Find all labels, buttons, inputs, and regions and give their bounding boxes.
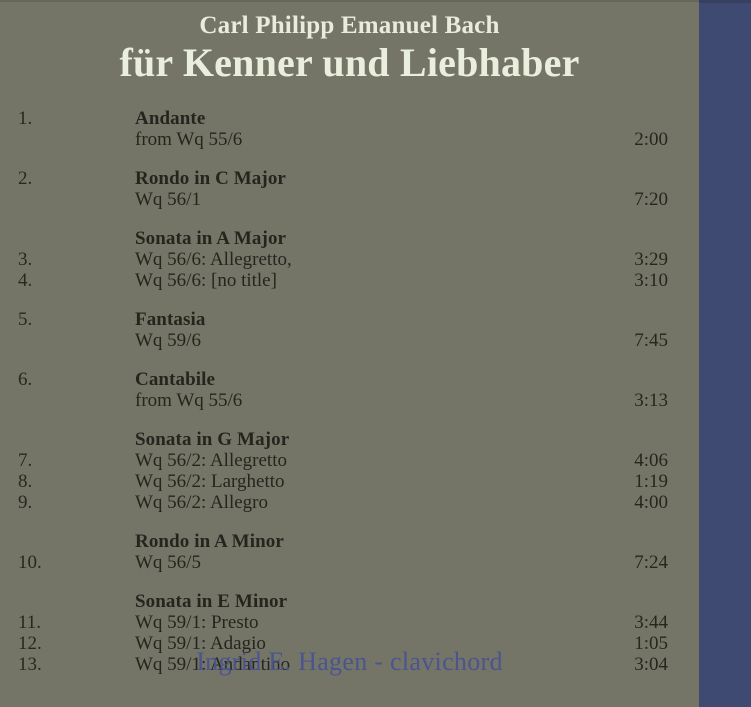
movement-title: Wq 56/1 bbox=[135, 189, 201, 210]
track-number: 13. bbox=[18, 654, 42, 675]
track-row[interactable]: 3. Wq 56/6: Allegretto, 3:29 bbox=[0, 249, 699, 270]
work-title: Fantasia bbox=[135, 309, 206, 330]
track-row[interactable]: from Wq 55/6 2:00 bbox=[0, 129, 699, 150]
track-number: 10. bbox=[18, 552, 42, 573]
track-row[interactable]: 11. Wq 59/1: Presto 3:44 bbox=[0, 612, 699, 633]
group-spacer bbox=[0, 411, 699, 429]
track-row[interactable]: Wq 59/6 7:45 bbox=[0, 330, 699, 351]
movement-title: Wq 59/6 bbox=[135, 330, 201, 351]
track-number: 3. bbox=[18, 249, 33, 270]
album-title: für Kenner und Liebhaber bbox=[119, 39, 580, 85]
group-spacer bbox=[0, 150, 699, 168]
work-title: Andante bbox=[135, 108, 206, 129]
composer-name: Carl Philipp Emanuel Bach bbox=[199, 12, 500, 39]
track-row[interactable]: 12. Wq 59/1: Adagio 1:05 bbox=[0, 633, 699, 654]
track-duration: 3:29 bbox=[634, 249, 668, 270]
track-row[interactable]: 6. Cantabile bbox=[0, 369, 699, 390]
track-number: 5. bbox=[18, 309, 33, 330]
track-duration: 7:20 bbox=[634, 189, 668, 210]
tracklist: 1. Andante from Wq 55/6 2:00 2. Rondo in C Ma… bbox=[0, 108, 699, 675]
work-group: Rondo in A Minor 10. Wq 56/5 7:24 bbox=[0, 531, 699, 573]
right-band-top-edge bbox=[699, 0, 751, 3]
track-row[interactable]: 2. Rondo in C Major bbox=[0, 168, 699, 189]
movement-title: Wq 56/2: Allegretto bbox=[135, 450, 287, 471]
work-group: 5. Fantasia Wq 59/6 7:45 bbox=[0, 309, 699, 351]
work-group: Sonata in E Minor 11. Wq 59/1: Presto 3:44 1… bbox=[0, 591, 699, 675]
performer-credit: Ingrid E. Hagen - clavichord bbox=[196, 647, 503, 676]
group-spacer bbox=[0, 210, 699, 228]
track-duration: 2:00 bbox=[634, 129, 668, 150]
movement-title: Wq 59/1: Presto bbox=[135, 612, 259, 633]
track-number: 2. bbox=[18, 168, 33, 189]
track-row[interactable]: 13. Wq 59/1: Andantino 3:04 bbox=[0, 654, 699, 675]
track-row[interactable]: Rondo in A Minor bbox=[0, 531, 699, 552]
track-number: 12. bbox=[18, 633, 42, 654]
track-row[interactable]: Sonata in A Major bbox=[0, 228, 699, 249]
movement-title: Wq 56/6: [no title] bbox=[135, 270, 277, 291]
work-group: Sonata in G Major 7. Wq 56/2: Allegretto 4:… bbox=[0, 429, 699, 513]
movement-title: from Wq 55/6 bbox=[135, 129, 243, 150]
movement-title: Wq 56/6: Allegretto, bbox=[135, 249, 292, 270]
track-duration: 3:10 bbox=[634, 270, 668, 291]
track-number: 4. bbox=[18, 270, 33, 291]
track-number: 9. bbox=[18, 492, 33, 513]
movement-title: from Wq 55/6 bbox=[135, 390, 243, 411]
group-spacer bbox=[0, 291, 699, 309]
movement-title: Wq 56/2: Larghetto bbox=[135, 471, 285, 492]
work-title: Sonata in G Major bbox=[135, 429, 290, 450]
work-title: Sonata in A Major bbox=[135, 228, 287, 249]
work-group: 6. Cantabile from Wq 55/6 3:13 bbox=[0, 369, 699, 411]
track-number: 8. bbox=[18, 471, 33, 492]
track-row[interactable]: Wq 56/1 7:20 bbox=[0, 189, 699, 210]
right-blue-band bbox=[699, 0, 751, 707]
track-number: 11. bbox=[18, 612, 42, 633]
track-row[interactable]: 10. Wq 56/5 7:24 bbox=[0, 552, 699, 573]
work-group: 2. Rondo in C Major Wq 56/1 7:20 bbox=[0, 168, 699, 210]
track-row[interactable]: 1. Andante bbox=[0, 108, 699, 129]
track-duration: 4:00 bbox=[634, 492, 668, 513]
track-row[interactable]: 5. Fantasia bbox=[0, 309, 699, 330]
movement-title: Wq 56/5 bbox=[135, 552, 201, 573]
track-duration: 7:24 bbox=[634, 552, 668, 573]
track-duration: 3:04 bbox=[634, 654, 668, 675]
track-duration: 1:19 bbox=[634, 471, 668, 492]
work-title: Sonata in E Minor bbox=[135, 591, 288, 612]
track-duration: 7:45 bbox=[634, 330, 668, 351]
header: Carl Philipp Emanuel Bach für Kenner und… bbox=[0, 0, 699, 85]
work-title: Rondo in C Major bbox=[135, 168, 286, 189]
track-number: 6. bbox=[18, 369, 33, 390]
track-row[interactable]: 7. Wq 56/2: Allegretto 4:06 bbox=[0, 450, 699, 471]
track-duration: 1:05 bbox=[634, 633, 668, 654]
track-number: 7. bbox=[18, 450, 33, 471]
work-group: Sonata in A Major 3. Wq 56/6: Allegretto, 3… bbox=[0, 228, 699, 291]
group-spacer bbox=[0, 573, 699, 591]
track-row[interactable]: from Wq 55/6 3:13 bbox=[0, 390, 699, 411]
track-duration: 3:13 bbox=[634, 390, 668, 411]
track-row[interactable]: Sonata in G Major bbox=[0, 429, 699, 450]
track-duration: 3:44 bbox=[634, 612, 668, 633]
track-row[interactable]: 4. Wq 56/6: [no title] 3:10 bbox=[0, 270, 699, 291]
track-row[interactable]: Sonata in E Minor bbox=[0, 591, 699, 612]
group-spacer bbox=[0, 351, 699, 369]
movement-title: Wq 59/1: Adagio bbox=[135, 633, 266, 654]
work-title: Cantabile bbox=[135, 369, 216, 390]
track-row[interactable]: 8. Wq 56/2: Larghetto 1:19 bbox=[0, 471, 699, 492]
top-edge-rule bbox=[0, 0, 751, 2]
track-duration: 4:06 bbox=[634, 450, 668, 471]
movement-title: Wq 56/2: Allegro bbox=[135, 492, 268, 513]
movement-title: Wq 59/1: Andantino bbox=[135, 654, 291, 675]
work-title: Rondo in A Minor bbox=[135, 531, 284, 552]
group-spacer bbox=[0, 513, 699, 531]
track-number: 1. bbox=[18, 108, 33, 129]
track-row[interactable]: 9. Wq 56/2: Allegro 4:00 bbox=[0, 492, 699, 513]
work-group: 1. Andante from Wq 55/6 2:00 bbox=[0, 108, 699, 150]
